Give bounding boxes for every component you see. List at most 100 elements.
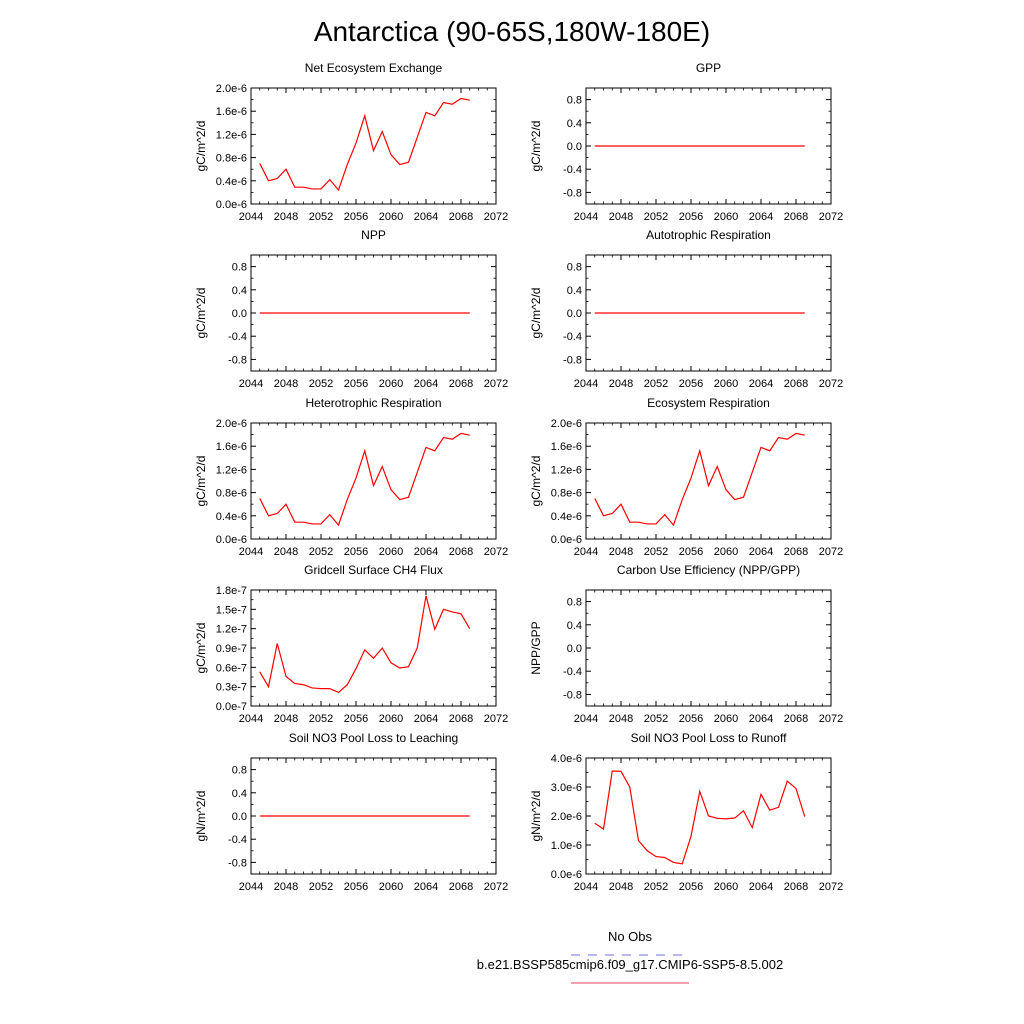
y-tick-label: 1.6e-6 [551,441,582,453]
plot-frame [250,589,497,707]
y-axis-label: gC/m^2/d [529,121,543,172]
y-tick-label: 0.8 [567,262,582,274]
x-tick-label: 2060 [714,211,738,223]
y-tick-label: 2.0e-6 [216,83,247,95]
legend: No Obs b.e21.BSSP585cmip6.f09_g17.CMIP6-S… [477,929,783,984]
x-tick-label: 2052 [644,713,668,725]
x-tick-label: 2064 [749,546,773,558]
chart-panel: Carbon Use Efficiency (NPP/GPP) 2044 2048 2… [529,563,843,725]
y-tick-label: 0.8e-6 [216,153,247,165]
x-tick-label: 2064 [414,211,438,223]
x-tick-label: 2064 [414,546,438,558]
x-tick-label: 2048 [609,713,633,725]
chart-panel: Gridcell Surface CH4 Flux 2044 2048 2052 205… [194,563,508,725]
x-tick-label: 2060 [379,546,403,558]
x-tick-label: 2048 [609,211,633,223]
x-tick-label: 2064 [414,713,438,725]
y-tick-label: 0.8e-6 [551,488,582,500]
chart-panel: Soil NO3 Pool Loss to Runoff 2044 2048 2052… [529,731,843,893]
y-tick-label: 1.2e-7 [216,624,247,636]
x-tick-label: 2072 [484,546,508,558]
y-tick-label: 1.2e-6 [216,129,247,141]
x-tick-label: 2056 [679,378,703,390]
series-line [259,595,471,694]
chart-panel: Heterotrophic Respiration 2044 2048 2052 205… [194,396,508,558]
x-tick-label: 2048 [274,546,298,558]
plot-frame [250,422,497,540]
panel-title: Autotrophic Respiration [646,228,771,242]
x-tick-label: 2072 [484,378,508,390]
x-tick-label: 2052 [309,546,333,558]
y-tick-label: 3.0e-6 [551,782,582,794]
y-tick-label: 0.4 [232,788,247,800]
x-tick-label: 2044 [574,378,598,390]
panels: Net Ecosystem Exchange 2044 2048 2052 2056 20… [194,61,843,893]
series-line [259,432,470,527]
x-tick-label: 2068 [784,546,808,558]
x-tick-label: 2068 [449,546,473,558]
x-tick-label: 2060 [379,881,403,893]
x-tick-label: 2064 [749,378,773,390]
y-tick-label: -0.4 [563,164,582,176]
y-tick-label: 4.0e-6 [551,753,582,765]
y-tick-label: 1.6e-6 [216,441,247,453]
figure-title: Antarctica (90-65S,180W-180E) [314,16,710,47]
y-tick-label: 1.6e-6 [216,106,247,118]
y-tick-label: 0.0e-7 [216,701,247,713]
y-axis-label: gN/m^2/d [194,791,208,842]
y-axis-label: gN/m^2/d [529,791,543,842]
x-tick-label: 2052 [309,713,333,725]
x-tick-label: 2048 [609,378,633,390]
panel-title: Net Ecosystem Exchange [305,61,443,75]
x-tick-label: 2048 [274,378,298,390]
x-tick-label: 2072 [484,211,508,223]
x-tick-label: 2056 [344,211,368,223]
panel-title: Soil NO3 Pool Loss to Leaching [289,731,458,745]
x-tick-label: 2068 [449,211,473,223]
x-tick-label: 2052 [309,211,333,223]
x-tick-label: 2044 [239,378,263,390]
x-tick-label: 2056 [679,211,703,223]
x-tick-label: 2072 [819,378,843,390]
x-tick-label: 2068 [449,713,473,725]
y-tick-label: 0.0 [232,811,247,823]
x-tick-label: 2052 [644,881,668,893]
x-tick-label: 2044 [239,546,263,558]
chart-panel: GPP 2044 2048 2052 2056 2060 2064 2068 2072 -0.8 -… [529,61,843,223]
y-tick-label: 0.3e-7 [216,682,247,694]
y-tick-label: 1.2e-6 [216,464,247,476]
x-tick-label: 2060 [379,378,403,390]
x-tick-label: 2052 [644,378,668,390]
x-tick-label: 2044 [574,881,598,893]
x-tick-label: 2060 [714,546,738,558]
y-tick-label: 0.6e-7 [216,662,247,674]
y-tick-label: 0.4e-6 [216,176,247,188]
y-tick-label: 0.0e-6 [216,199,247,211]
y-tick-label: 0.4 [567,285,582,297]
y-tick-label: 0.0 [567,141,582,153]
x-tick-label: 2048 [274,881,298,893]
panel-title: Ecosystem Respiration [647,396,770,410]
panel-title: Gridcell Surface CH4 Flux [304,563,443,577]
x-tick-label: 2068 [784,713,808,725]
panel-title: Heterotrophic Respiration [305,396,441,410]
x-tick-label: 2056 [679,713,703,725]
x-tick-label: 2048 [609,546,633,558]
y-axis-label: NPP/GPP [529,621,543,674]
x-tick-label: 2056 [679,881,703,893]
x-tick-label: 2044 [574,713,598,725]
x-tick-label: 2044 [574,546,598,558]
y-axis-label: gC/m^2/d [529,288,543,339]
x-tick-label: 2056 [344,881,368,893]
y-tick-label: 2.0e-6 [551,418,582,430]
y-tick-label: -0.4 [563,331,582,343]
x-tick-label: 2064 [749,211,773,223]
y-tick-label: 0.0e-6 [551,534,582,546]
panel-title: GPP [696,61,721,75]
x-tick-label: 2072 [484,881,508,893]
x-tick-label: 2072 [484,713,508,725]
y-axis-label: gC/m^2/d [194,456,208,507]
x-tick-label: 2068 [449,378,473,390]
y-tick-label: 0.0e-6 [551,869,582,881]
